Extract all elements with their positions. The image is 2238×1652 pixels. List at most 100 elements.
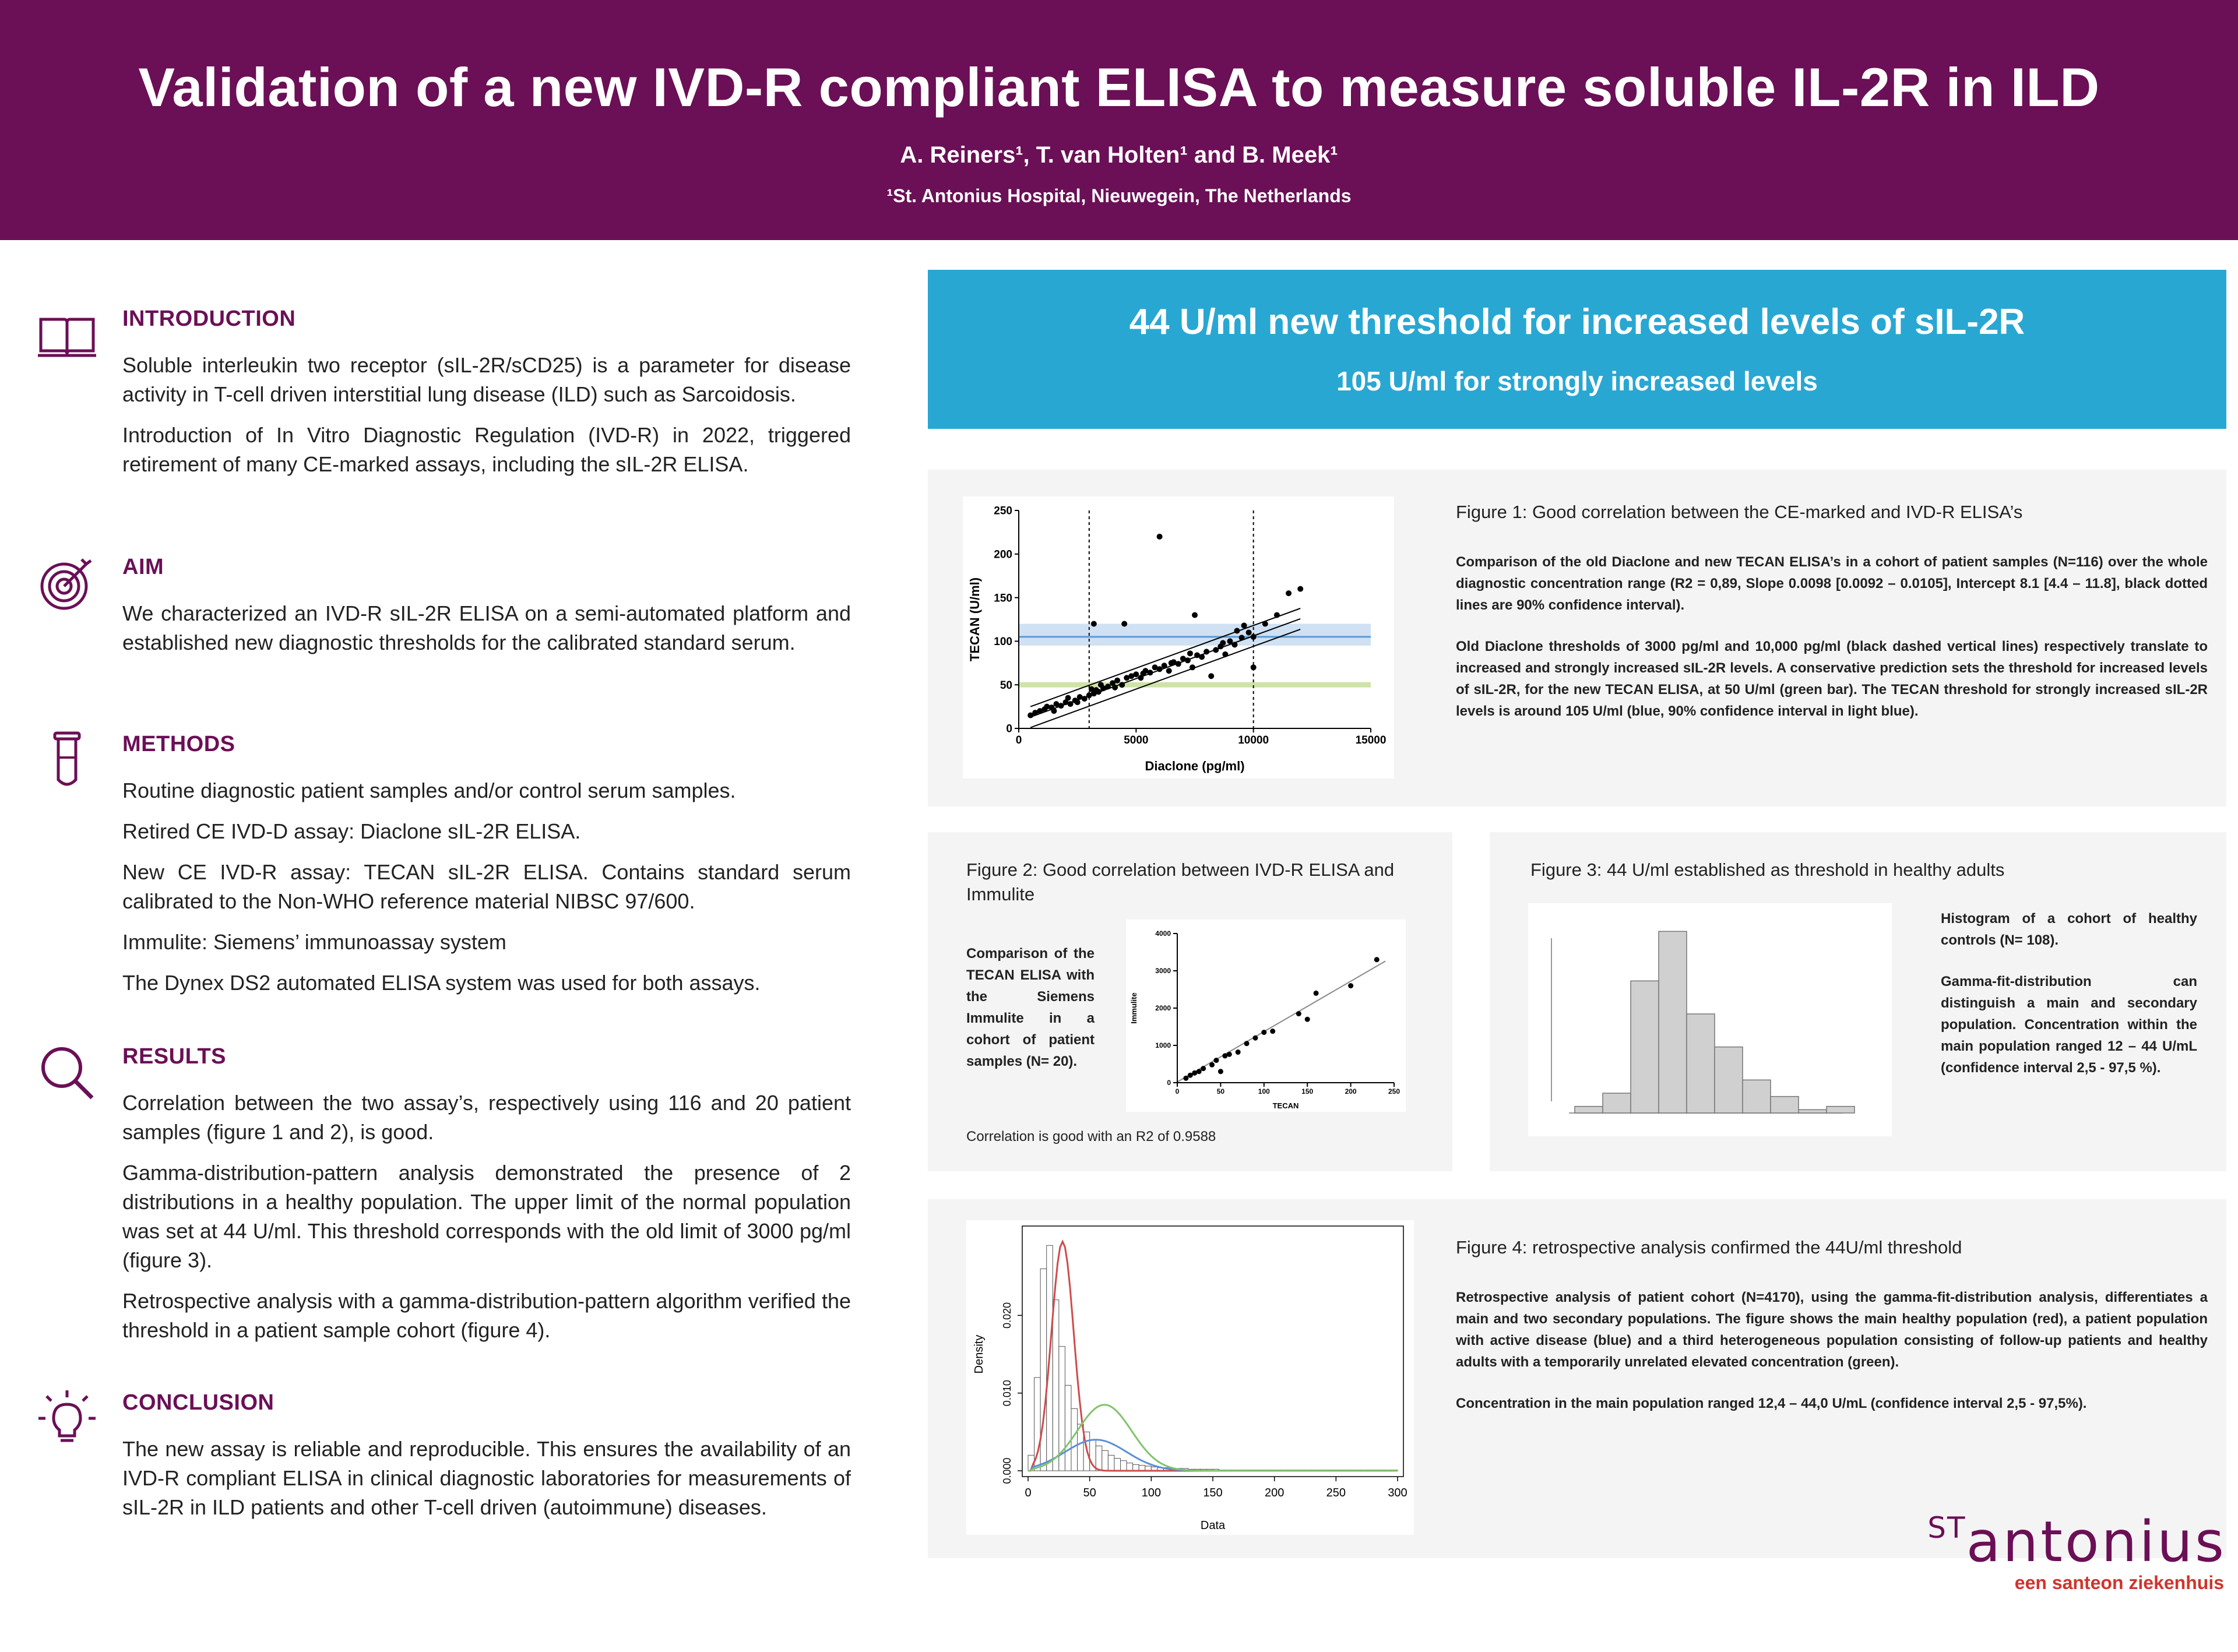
data-point — [1124, 675, 1130, 681]
x-tick-label: 50 — [1217, 1087, 1225, 1096]
data-point — [1220, 640, 1226, 646]
x-tick-label: 15000 — [1356, 734, 1387, 746]
x-tick-label: 10000 — [1238, 734, 1269, 746]
x-tick-label: 5000 — [1124, 734, 1148, 746]
data-point — [1270, 1028, 1276, 1034]
figure2-panel: Figure 2: Good correlation between IVD-R… — [928, 832, 1452, 1171]
data-point — [1235, 1049, 1241, 1055]
section-conclusion: CONCLUSION The new assay is reliable and… — [35, 1387, 851, 1573]
data-point — [1074, 699, 1081, 706]
data-point — [1133, 671, 1139, 678]
y-tick-label: 50 — [1000, 679, 1012, 692]
figure3-caption: Histogram of a cohort of healthy control… — [1941, 908, 2197, 1098]
figure1-caption-p2: Old Diaclone thresholds of 3000 pg/ml an… — [1456, 639, 2208, 719]
histogram-bar — [1770, 1096, 1799, 1114]
data-point — [1086, 692, 1092, 699]
y-tick-label: 0 — [1006, 723, 1012, 735]
y-tick-label: 2000 — [1155, 1004, 1171, 1012]
data-point — [1208, 673, 1215, 679]
x-axis-label: Data — [1201, 1519, 1226, 1532]
histogram-bar — [1034, 1377, 1041, 1471]
data-point — [1192, 612, 1198, 618]
figure2-caption-p1: Comparison of the TECAN ELISA with the S… — [966, 946, 1095, 1069]
figure4-chart: 0 50 100 150 200 250 300 0.000 0.010 0.020 Data Den… — [973, 1225, 1407, 1532]
data-point — [1261, 1030, 1267, 1035]
data-point — [1231, 642, 1238, 648]
data-point — [1348, 983, 1354, 989]
test-tube-icon — [53, 731, 81, 786]
histogram-bar — [1040, 1268, 1047, 1471]
lightbulb-icon — [38, 1390, 96, 1442]
data-point — [1112, 684, 1118, 691]
methods-title: METHODS — [122, 732, 235, 756]
section-methods: METHODS Routine diagnostic patient sampl… — [35, 728, 851, 1008]
conclusion-title: CONCLUSION — [122, 1390, 275, 1415]
methods-paragraph: Routine diagnostic patient samples and/o… — [122, 779, 736, 802]
results-paragraph: Gamma-distribution-pattern analysis demo… — [122, 1161, 851, 1272]
data-point — [1053, 701, 1060, 707]
histogram-bar — [1714, 1046, 1743, 1114]
data-point — [1128, 673, 1135, 679]
histogram-bar — [1798, 1109, 1827, 1114]
data-point — [1121, 621, 1128, 627]
threshold-banner: 44 U/ml new threshold for increased leve… — [928, 270, 2226, 429]
results-paragraph: Correlation between the two assay’s, res… — [122, 1091, 851, 1144]
data-point — [1286, 590, 1292, 597]
density-curve — [1028, 1239, 1398, 1472]
data-point — [1234, 628, 1240, 634]
data-point — [1119, 682, 1125, 688]
introduction-title: INTRODUCTION — [122, 307, 296, 331]
histogram-bar — [1120, 1460, 1127, 1471]
figure3-plot — [1528, 903, 1892, 1136]
histogram-bar — [1658, 931, 1687, 1114]
data-point — [1222, 651, 1229, 657]
histogram-bar — [1602, 1093, 1631, 1114]
aim-paragraph: We characterized an IVD-R sIL-2R ELISA o… — [122, 601, 851, 654]
ci-lower-line — [1030, 628, 1301, 728]
data-point — [1067, 701, 1074, 707]
methods-paragraph: The Dynex DS2 automated ELISA system was… — [122, 971, 761, 995]
data-point — [1262, 621, 1268, 627]
x-tick-label: 100 — [1258, 1087, 1270, 1096]
data-point — [1244, 1041, 1250, 1047]
data-point — [1090, 621, 1097, 627]
poster-header: Validation of a new IVD-R compliant ELIS… — [0, 0, 2238, 240]
data-point — [1110, 680, 1116, 686]
data-point — [1088, 686, 1095, 692]
data-point — [1027, 712, 1034, 718]
histogram-bar — [1630, 980, 1659, 1114]
logo-antonius: antonius — [1966, 1509, 2226, 1574]
data-point — [1313, 990, 1319, 996]
data-point — [1304, 1016, 1310, 1022]
figure2-title: Figure 2: Good correlation between IVD-R… — [966, 860, 1395, 904]
histogram-bar — [1052, 1299, 1060, 1471]
figure2-caption: Comparison of the TECAN ELISA with the S… — [966, 943, 1095, 1092]
data-point — [1297, 586, 1304, 592]
methods-body: Routine diagnostic patient samples and/o… — [122, 776, 851, 1009]
x-tick-label: 200 — [1345, 1087, 1357, 1096]
x-tick-label: 50 — [1083, 1487, 1096, 1499]
poster-affiliation: ¹St. Antonius Hospital, Nieuwegein, The … — [886, 185, 1352, 206]
histogram-bar — [1064, 1385, 1072, 1471]
st-antonius-logo: STantonius een santeon ziekenhuis — [1877, 1509, 2226, 1593]
y-axis-label: TECAN (U/ml) — [967, 577, 982, 661]
data-point — [1252, 1035, 1258, 1041]
logo-tagline: een santeon ziekenhuis — [2014, 1572, 2224, 1593]
y-tick-label: 0 — [1167, 1079, 1171, 1087]
figure3-panel: Figure 3: 44 U/ml established as thresho… — [1490, 832, 2226, 1171]
poster-title: Validation of a new IVD-R compliant ELIS… — [138, 57, 2100, 118]
figure2-note: Correlation is good with an R2 of 0.9588 — [966, 1129, 1216, 1144]
section-introduction: INTRODUCTION Soluble interleukin two rec… — [35, 303, 851, 513]
y-tick-label: 150 — [994, 592, 1012, 604]
aim-body: We characterized an IVD-R sIL-2R ELISA o… — [122, 599, 851, 669]
data-point — [1062, 699, 1069, 706]
figure1-caption-p1: Comparison of the old Diaclone and new T… — [1456, 554, 2208, 613]
data-point — [1114, 677, 1121, 684]
figure1-caption: Comparison of the old Diaclone and new T… — [1456, 551, 2208, 742]
data-point — [1058, 703, 1064, 709]
figure2-plot: 0 50 100 150 200 250 0 1000 2000 3000 4000 TECAN Imm… — [1126, 920, 1406, 1112]
data-point — [1138, 675, 1144, 681]
x-tick-label: 0 — [1016, 734, 1022, 746]
x-tick-label: 250 — [1388, 1087, 1400, 1096]
data-point — [1100, 685, 1106, 692]
